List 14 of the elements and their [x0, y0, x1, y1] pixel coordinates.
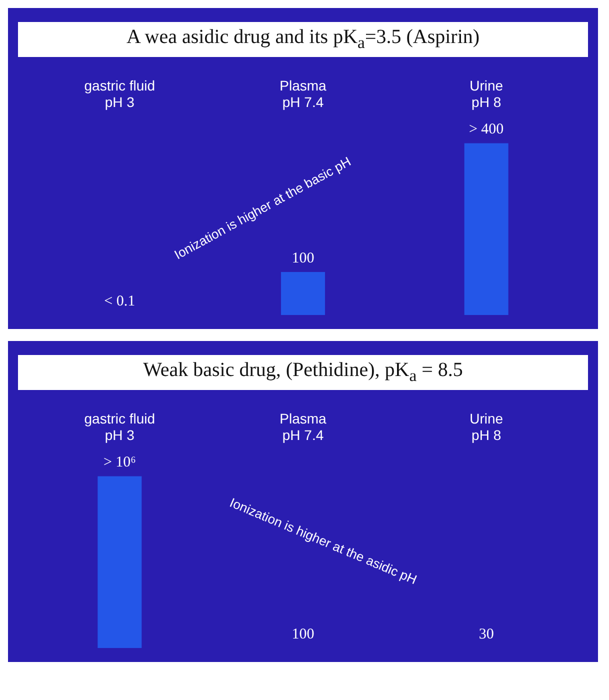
x-tick-label: Plasma pH 7.4: [280, 77, 327, 110]
data-label: < 0.1: [104, 293, 136, 310]
x-tick-label: gastric fluid pH 3: [84, 77, 156, 110]
chart-title: Weak basic drug, (Pethidine), pK$_{a}$ = 8.5: [18, 355, 588, 390]
data-label: 30: [478, 626, 494, 642]
data-label: > 400: [468, 122, 504, 138]
data-label: 100: [292, 626, 314, 642]
x-tick-label: Plasma pH 7.4: [280, 410, 327, 444]
data-label: 100: [292, 250, 314, 266]
x-tick-label: Urine pH 8: [470, 77, 504, 110]
chart-title: A wea asidic drug and its pK$_{a}$=3.5 (Aspirin): [18, 22, 588, 57]
x-tick-label: Urine pH 8: [470, 410, 504, 444]
data-label: > 10⁶: [103, 454, 136, 471]
x-tick-label: gastric fluid pH 3: [84, 410, 156, 444]
